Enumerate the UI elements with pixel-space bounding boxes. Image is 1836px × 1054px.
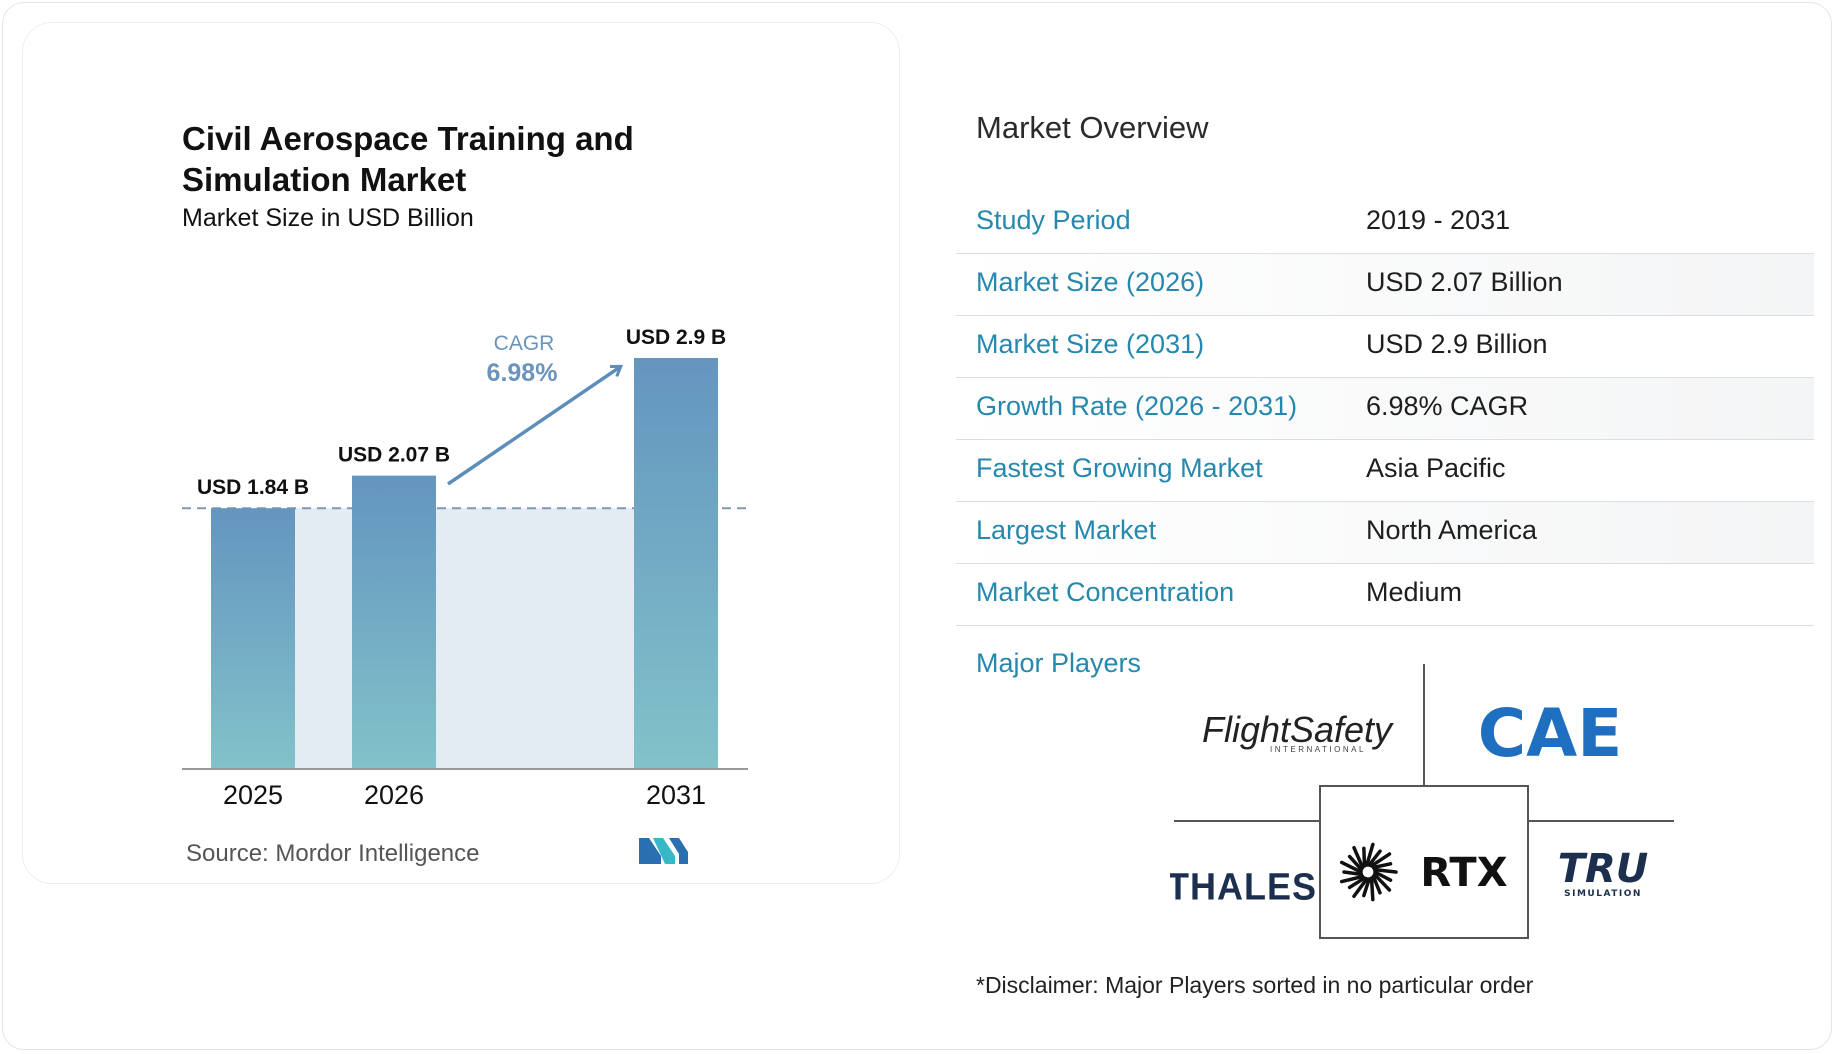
rtx-burst-ray [1372, 872, 1392, 892]
overview-row: Fastest Growing Market Asia Pacific [956, 440, 1814, 502]
center-logo-box [1319, 785, 1529, 939]
overview-title: Market Overview [976, 110, 1209, 145]
overview-label: Market Size (2026) [976, 267, 1205, 297]
overview-value: 2019 - 2031 [1366, 205, 1511, 235]
overview-row: Study Period 2019 - 2031 [956, 192, 1814, 254]
rtx-burst-ray [1371, 874, 1382, 895]
rtx-burst-ray [1372, 867, 1398, 874]
chart-subtitle: Market Size in USD Billion [182, 204, 474, 232]
overview-value: Asia Pacific [1366, 453, 1506, 483]
bar-2026 [352, 475, 436, 769]
disclaimer: *Disclaimer: Major Players sorted in no … [976, 972, 1534, 998]
chart-title: Civil Aerospace Training and Simulation … [182, 120, 634, 198]
overview-value: North America [1366, 515, 1538, 545]
major-players-title: Major Players [976, 648, 1142, 678]
source-note: Source: Mordor Intelligence [186, 840, 480, 867]
bar-chart: USD 1.84 B 2025 USD 2.07 B 2026 USD 2.9 B 203… [182, 326, 752, 810]
bar-value-label: USD 2.9 B [626, 326, 726, 349]
rtx-burst-ray [1342, 870, 1364, 877]
tru-subtext: SIMULATION [1564, 889, 1642, 899]
rtx-burst-ray [1347, 854, 1364, 872]
x-tick-label: 2026 [364, 780, 424, 810]
overview-value: USD 2.9 Billion [1366, 329, 1548, 359]
overview-value: USD 2.07 Billion [1366, 267, 1563, 297]
x-tick-label: 2031 [646, 780, 706, 810]
tru-simulation-logo: TRU SIMULATION [1558, 846, 1649, 899]
reference-band [211, 508, 718, 769]
bar-2025 [211, 508, 295, 769]
overview-label: Study Period [976, 205, 1131, 235]
rtx-burst-ray [1369, 852, 1392, 868]
thales-logo: THALES [1170, 865, 1317, 908]
mordor-intelligence-logo-icon [639, 838, 688, 864]
flightsafety-subtext: INTERNATIONAL [1270, 745, 1366, 754]
rtx-burst-ray [1352, 845, 1365, 870]
rtx-burst-ray [1371, 862, 1393, 870]
bar-value-label: USD 1.84 B [197, 476, 309, 499]
overview-row: Growth Rate (2026 - 2031) 6.98% CAGR [956, 378, 1814, 440]
rtx-burst-ray [1365, 842, 1375, 867]
cae-logo: CAE [1478, 695, 1623, 772]
overview-label: Largest Market [976, 515, 1157, 545]
rtx-wordmark: RTX [1420, 850, 1507, 896]
rtx-burst-ray [1362, 877, 1371, 898]
rtx-burst-ray [1369, 876, 1375, 902]
overview-row: Market Concentration Medium [956, 564, 1814, 626]
rtx-burst-ray [1367, 849, 1382, 867]
rtx-burst-icon [1339, 842, 1398, 902]
tru-wordmark: TRU [1558, 846, 1649, 892]
cagr-label: CAGR [494, 332, 555, 355]
overview-table: Study Period 2019 - 2031 Market Size (20… [956, 192, 1814, 626]
overview-row: Market Size (2026) USD 2.07 Billion [956, 254, 1814, 316]
bar-value-label: USD 2.07 B [338, 444, 450, 467]
rtx-burst-ray [1352, 877, 1369, 898]
overview-label: Market Concentration [976, 577, 1235, 607]
major-players-grid: FlightSafety INTERNATIONAL CAE THALES RT… [1170, 664, 1674, 939]
rtx-burst-ray [1362, 846, 1367, 868]
bar-2031 [634, 358, 718, 769]
rtx-burst-ray [1347, 876, 1367, 890]
flightsafety-wordmark: FlightSafety [1202, 709, 1394, 750]
rtx-burst-ray [1339, 860, 1363, 874]
flightsafety-logo: FlightSafety INTERNATIONAL [1202, 709, 1394, 754]
rtx-logo: RTX [1339, 842, 1508, 902]
overview-label: Growth Rate (2026 - 2031) [976, 391, 1298, 421]
overview-row: Market Size (2031) USD 2.9 Billion [956, 316, 1814, 378]
overview-value: 6.98% CAGR [1366, 391, 1529, 421]
overview-label: Market Size (2031) [976, 329, 1205, 359]
rtx-burst-ray [1373, 870, 1393, 882]
cagr-value: 6.98% [487, 359, 558, 387]
rtx-burst-ray [1339, 874, 1365, 884]
overview-label: Fastest Growing Market [976, 453, 1263, 483]
overview-row: Largest Market North America [956, 502, 1814, 564]
x-tick-label: 2025 [223, 780, 283, 810]
cagr-arrow [447, 367, 620, 486]
overview-value: Medium [1366, 577, 1463, 607]
